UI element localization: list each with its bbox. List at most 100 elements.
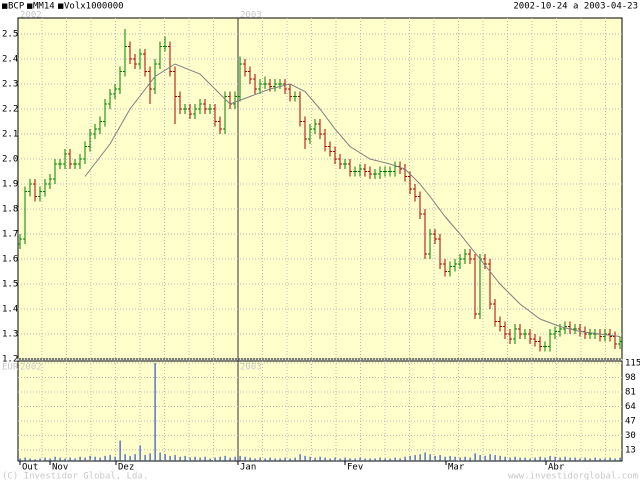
volume-bar [579,458,581,461]
volume-bar [289,458,291,461]
volume-bar [29,458,31,461]
volume-bar [404,456,406,461]
legend-label: MM14 [33,2,55,12]
volume-bar [224,455,226,461]
volume-bar [144,455,146,461]
volume-bar [164,454,166,461]
volume-bar [359,457,361,461]
volume-bar [419,454,421,461]
volume-bar [104,455,106,461]
volume-bar [89,455,91,461]
volume-bar [574,457,576,461]
volume-bar [109,455,111,461]
x-tick-label: Dez [118,463,134,473]
volume-bar [194,456,196,461]
volume-bar [154,363,156,461]
y-tick-label: 1.8 [2,205,18,215]
volume-bar [454,456,456,461]
legend-label: BCP [8,2,25,12]
volume-bar [374,458,376,461]
volume-bar [179,456,181,461]
volume-bar [199,457,201,461]
volume-bar [509,457,511,461]
volume-bar [244,456,246,461]
volume-bar [189,457,191,461]
volume-bar [474,453,476,461]
volume-bar [489,454,491,461]
volume-bar [234,456,236,461]
volume-bar [74,458,76,461]
volume-bar [619,457,621,461]
volume-bar [544,457,546,461]
volume-bar [299,454,301,461]
volume-bar [534,457,536,461]
volume-bar [44,457,46,461]
volume-bar [219,456,221,461]
y-tick-label: 2.3 [2,80,18,90]
y-tick-label: 47 [625,416,636,426]
y-tick-label: 1.4 [2,305,18,315]
volume-bar [284,457,286,461]
y-tick-label: 1.6 [2,255,18,265]
y-tick-label: 1.5 [2,280,18,290]
volume-bar [304,455,306,461]
y-tick-label: 81 [625,387,636,397]
website: www.investidorglobal.com [508,472,638,480]
volume-bar [484,455,486,461]
volume-bar [79,456,81,461]
moving-average [84,63,621,337]
volume-bar [479,455,481,461]
year-watermark: 2002 [20,363,42,373]
x-tick-label: Out [22,463,38,473]
volume-bar [414,455,416,461]
volume-bar [369,458,371,461]
volume-bar [504,456,506,461]
volume-bar [184,455,186,461]
volume-bar [329,458,331,461]
x-tick-label: Fev [347,463,363,473]
volume-bar [274,458,276,461]
volume-bar [209,458,211,461]
volume-bar [279,458,281,461]
volume-bar [364,458,366,461]
volume-bar [174,455,176,461]
copyright: (C) Investidor Global, Lda. [2,472,148,480]
volume-bar [314,457,316,461]
volume-bar [399,458,401,461]
volume-bar [169,455,171,461]
y-tick-label: 2.0 [2,155,18,165]
volume-bar [139,445,141,461]
volume-bar [564,456,566,461]
y-tick-label: 2.5 [2,30,18,40]
volume-bar [549,455,551,461]
legend-marker: ■ [27,2,33,12]
y-tick-label: 2.1 [2,130,18,140]
volume-bar [594,457,596,461]
volume-bar [554,456,556,461]
x-tick-label: Jan [240,463,256,473]
y-tick-label: 2.4 [2,55,18,65]
y-tick-label: 1.3 [2,330,18,340]
y-tick-label: 64 [625,402,636,412]
volume-bar [59,457,61,461]
volume-bar [514,456,516,461]
y-tick-label: 1.2 [2,355,18,365]
volume-bar [409,455,411,461]
year-watermark: 2003 [240,11,262,21]
volume-bar [609,457,611,461]
volume-bar [249,457,251,461]
volume-bar [84,457,86,461]
x-tick-label: Abr [548,463,565,473]
volume-bar [69,457,71,461]
volume-bar [319,456,321,461]
volume-panel [17,360,623,462]
volume-bar [264,458,266,461]
volume-bar [604,458,606,461]
y-tick-label: 1.9 [2,180,18,190]
volume-bar [254,458,256,461]
volume-bar [584,457,586,461]
volume-bar [159,452,161,461]
volume-bar [614,458,616,461]
volume-bar [339,458,341,461]
